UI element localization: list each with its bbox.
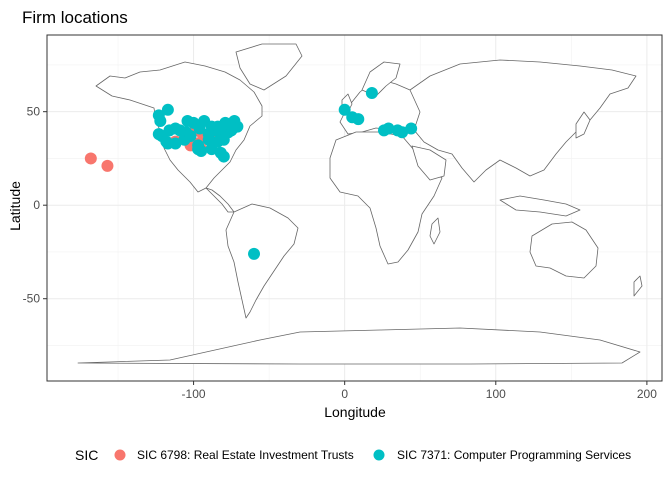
land-greenland [235, 43, 303, 91]
land-japan [575, 111, 591, 139]
data-point-series-1 [405, 122, 418, 135]
data-point-series-1 [184, 129, 197, 142]
data-point-series-1 [248, 247, 261, 260]
legend-label-sic-6798: SIC 6798: Real Estate Investment Trusts [137, 448, 354, 462]
data-point-series-1 [338, 103, 351, 116]
legend-label-sic-7371: SIC 7371: Computer Programming Services [397, 448, 631, 462]
land-new-zealand [633, 275, 643, 297]
data-point-series-1 [205, 143, 218, 156]
data-point-series-0 [84, 152, 97, 165]
y-axis-title: Latitude [7, 181, 23, 231]
data-point-series-1 [154, 115, 167, 128]
y-tick-label: -50 [23, 292, 41, 306]
data-point-series-1 [202, 133, 215, 146]
land-australia [529, 221, 599, 279]
data-point-series-1 [181, 115, 194, 128]
legend-key-sic-6798 [114, 449, 126, 461]
x-tick-label: 200 [637, 387, 657, 401]
data-point-series-1 [173, 124, 186, 137]
data-point-series-1 [377, 124, 390, 137]
x-tick-label: 100 [486, 387, 506, 401]
y-tick-label: 50 [27, 105, 41, 119]
data-point-series-1 [217, 150, 230, 163]
land-antarctica [77, 327, 641, 365]
data-point-series-1 [192, 143, 205, 156]
legend-key-sic-7371 [373, 449, 385, 461]
land-south-america [225, 203, 299, 319]
land-africa [329, 131, 443, 265]
land-madagascar [429, 217, 441, 245]
data-points [84, 86, 418, 260]
x-axis: -100 0 100 200 [182, 381, 657, 401]
x-tick-label: 0 [341, 387, 348, 401]
data-point-series-1 [223, 118, 236, 131]
x-tick-label: -100 [182, 387, 206, 401]
land-asia [409, 59, 637, 183]
data-point-series-1 [352, 113, 365, 126]
y-tick-label: 0 [33, 198, 40, 212]
data-point-series-1 [365, 86, 378, 99]
data-point-series-1 [169, 137, 182, 150]
data-point-series-0 [101, 159, 114, 172]
y-axis: -50 0 50 [23, 105, 47, 306]
data-point-series-1 [391, 124, 404, 137]
x-axis-title: Longitude [324, 404, 386, 420]
legend-title: SIC [75, 447, 98, 463]
land-indonesia [499, 195, 581, 217]
plot-panel-border [46, 34, 663, 382]
land-central-america [205, 187, 235, 213]
world-map [77, 43, 643, 365]
legend: SIC SIC 6798: Real Estate Investment Tru… [75, 447, 631, 463]
chart-title: Firm locations [22, 8, 128, 27]
land-arabia [411, 145, 447, 181]
data-point-series-1 [193, 122, 206, 135]
data-point-series-1 [161, 103, 174, 116]
